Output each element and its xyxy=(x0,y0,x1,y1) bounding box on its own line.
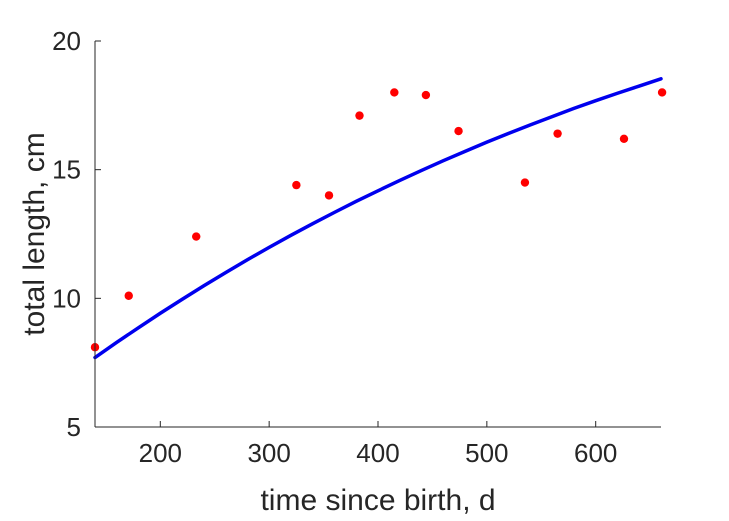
fit-curve xyxy=(93,77,663,360)
y-tick-label: 20 xyxy=(52,26,81,56)
data-point xyxy=(324,191,334,200)
data-point xyxy=(657,88,667,97)
x-tick-label: 500 xyxy=(465,438,508,468)
x-tick-label: 200 xyxy=(139,438,182,468)
x-tick-label: 400 xyxy=(356,438,399,468)
data-point xyxy=(292,180,301,190)
data-point xyxy=(454,126,463,136)
y-axis-label: total length, cm xyxy=(18,132,51,335)
data-point xyxy=(124,291,133,300)
y-tick-label: 5 xyxy=(67,412,81,442)
data-point xyxy=(421,90,431,100)
data-point xyxy=(619,134,629,143)
x-axis-label: time since birth, d xyxy=(260,484,495,517)
y-tick-label: 15 xyxy=(52,155,81,185)
y-tick-label: 10 xyxy=(52,283,81,313)
plot-area xyxy=(90,77,667,360)
x-tick-label: 600 xyxy=(574,438,617,468)
y-axis-ticks: 5 10 15 20 xyxy=(52,26,101,442)
data-point xyxy=(192,232,201,241)
data-point xyxy=(355,111,364,120)
x-tick-label: 300 xyxy=(247,438,290,468)
data-point xyxy=(520,178,530,187)
x-axis-ticks: 200 300 400 500 600 xyxy=(139,421,617,468)
data-point xyxy=(553,129,562,138)
data-point xyxy=(390,88,399,97)
